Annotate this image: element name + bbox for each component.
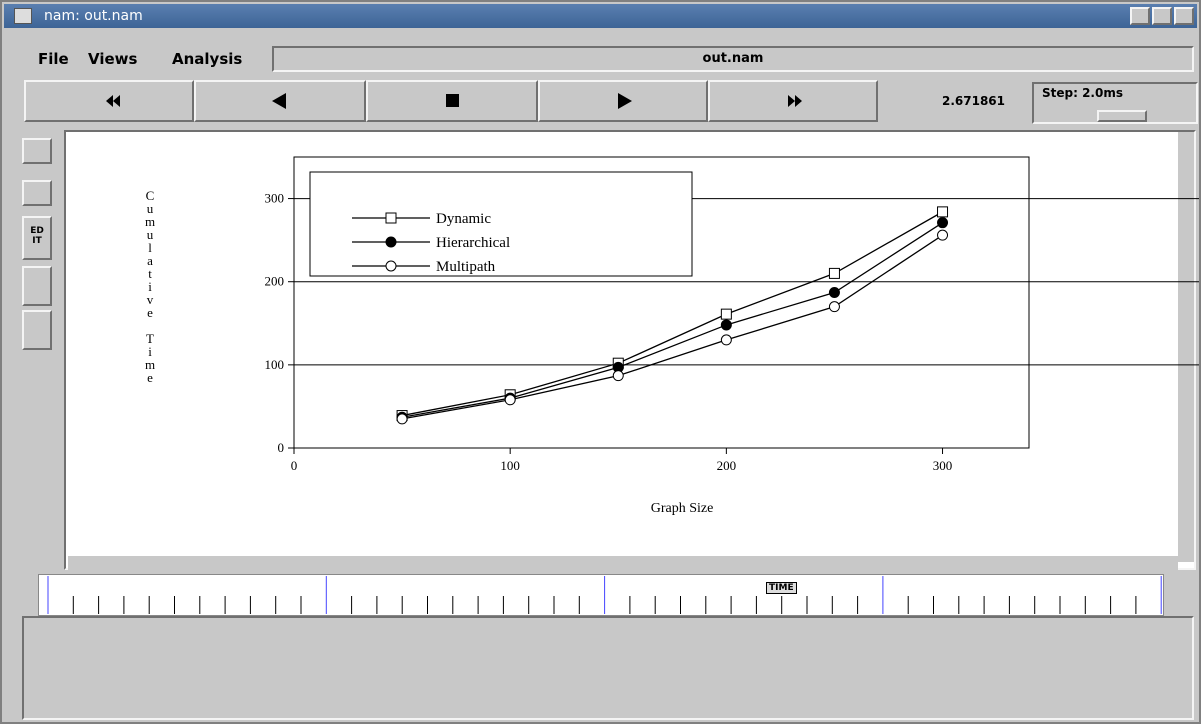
legend-marker [386, 261, 396, 271]
x-tick-label: 300 [933, 458, 953, 473]
annotation-pane [22, 616, 1194, 720]
legend-label: Dynamic [436, 211, 491, 227]
marker [397, 414, 407, 424]
legend-label: Hierarchical [436, 235, 510, 251]
marker [829, 302, 839, 312]
legend-marker [386, 237, 396, 247]
x-tick-label: 100 [500, 458, 520, 473]
legend-box [310, 172, 692, 276]
marker [613, 371, 623, 381]
marker [721, 309, 731, 319]
x-tick-label: 0 [291, 458, 298, 473]
marker [829, 288, 839, 298]
y-tick-label: 200 [265, 274, 285, 289]
page: nam: out.nam File Views Analysis out.nam… [0, 0, 1201, 724]
marker [721, 335, 731, 345]
marker [829, 268, 839, 278]
x-tick-label: 200 [717, 458, 737, 473]
marker [938, 230, 948, 240]
time-marker[interactable]: TIME [766, 582, 797, 594]
marker [721, 320, 731, 330]
nam-window: nam: out.nam File Views Analysis out.nam… [0, 0, 1201, 724]
marker [938, 218, 948, 228]
y-tick-label: 0 [278, 440, 285, 455]
timeline-ticks [38, 574, 1164, 616]
y-tick-label: 300 [265, 191, 285, 206]
y-axis-label: Cumulative Time [143, 188, 158, 383]
y-tick-label: 100 [265, 357, 285, 372]
legend-marker [386, 213, 396, 223]
marker [938, 207, 948, 217]
x-axis-label: Graph Size [651, 501, 714, 516]
marker [505, 395, 515, 405]
legend-label: Multipath [436, 259, 496, 275]
